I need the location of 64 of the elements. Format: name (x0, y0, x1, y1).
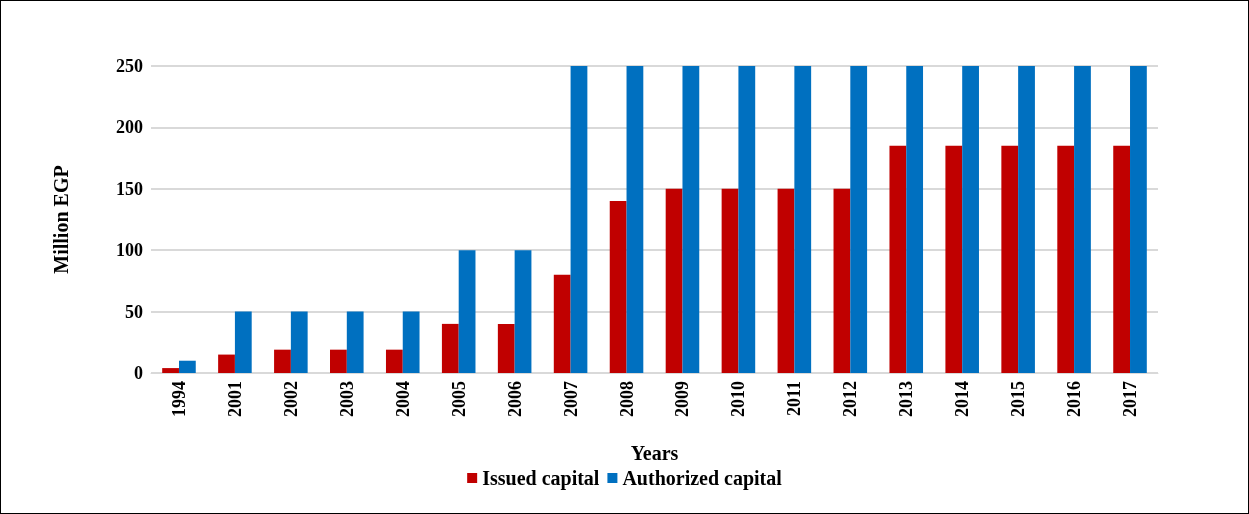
bar (682, 66, 700, 373)
bar (1057, 145, 1075, 373)
x-tick-label: 2014 (952, 381, 973, 417)
x-tick-label: 2012 (840, 381, 861, 417)
x-tick-label: 2007 (560, 381, 581, 417)
bar (1074, 66, 1091, 373)
bar (402, 311, 420, 373)
bar (721, 188, 739, 373)
bar (1113, 145, 1131, 373)
bar (609, 201, 627, 373)
x-tick-label: 2016 (1064, 381, 1085, 417)
bar (274, 349, 291, 373)
x-tick-label: 2015 (1008, 381, 1029, 417)
y-tick-label: 100 (116, 240, 143, 261)
x-tick-label: 2003 (336, 381, 357, 417)
y-tick-label: 200 (116, 117, 143, 138)
y-tick-label: 150 (116, 178, 143, 199)
bar (385, 349, 403, 373)
bar (665, 188, 683, 373)
bar (162, 368, 179, 373)
x-tick-label: 2005 (448, 381, 469, 417)
bar (833, 188, 851, 373)
x-tick-label: 2008 (616, 381, 637, 417)
bar (234, 311, 252, 373)
legend-label: Authorized capital (622, 467, 783, 490)
bar (850, 66, 868, 373)
x-tick-label: 2002 (280, 381, 301, 417)
bar (346, 311, 364, 373)
bar (570, 66, 588, 373)
x-tick-label: 2013 (896, 381, 917, 417)
y-tick-label: 0 (134, 363, 143, 383)
bar (626, 66, 644, 373)
bar (906, 66, 924, 373)
bar (290, 311, 308, 373)
x-tick-label: 2006 (504, 381, 525, 417)
bar (553, 274, 571, 373)
bar (945, 145, 963, 373)
bar (962, 66, 979, 373)
bar (178, 360, 196, 373)
bar (1130, 66, 1147, 373)
bar (441, 323, 459, 373)
x-tick-label: 2017 (1120, 381, 1141, 417)
y-axis-title: Million EGP (50, 165, 72, 274)
bar (218, 354, 235, 373)
bar (794, 66, 812, 373)
x-tick-label: 2011 (784, 381, 805, 417)
x-axis-title: Years (630, 442, 679, 464)
x-tick-label: 2009 (672, 381, 693, 417)
x-tick-label: 1994 (168, 381, 189, 417)
legend-label: Issued capital (482, 467, 600, 490)
bar (889, 145, 907, 373)
bar (497, 323, 515, 373)
bar (458, 250, 476, 373)
y-tick-label: 250 (116, 56, 143, 76)
x-tick-label: 2010 (728, 381, 749, 417)
bar (1018, 66, 1035, 373)
x-tick-label: 2001 (224, 381, 245, 417)
bar (777, 188, 795, 373)
bar (1001, 145, 1019, 373)
bar (738, 66, 756, 373)
x-tick-label: 2004 (392, 381, 413, 417)
y-tick-label: 50 (125, 301, 143, 322)
bar (330, 349, 347, 373)
bar (514, 250, 532, 373)
